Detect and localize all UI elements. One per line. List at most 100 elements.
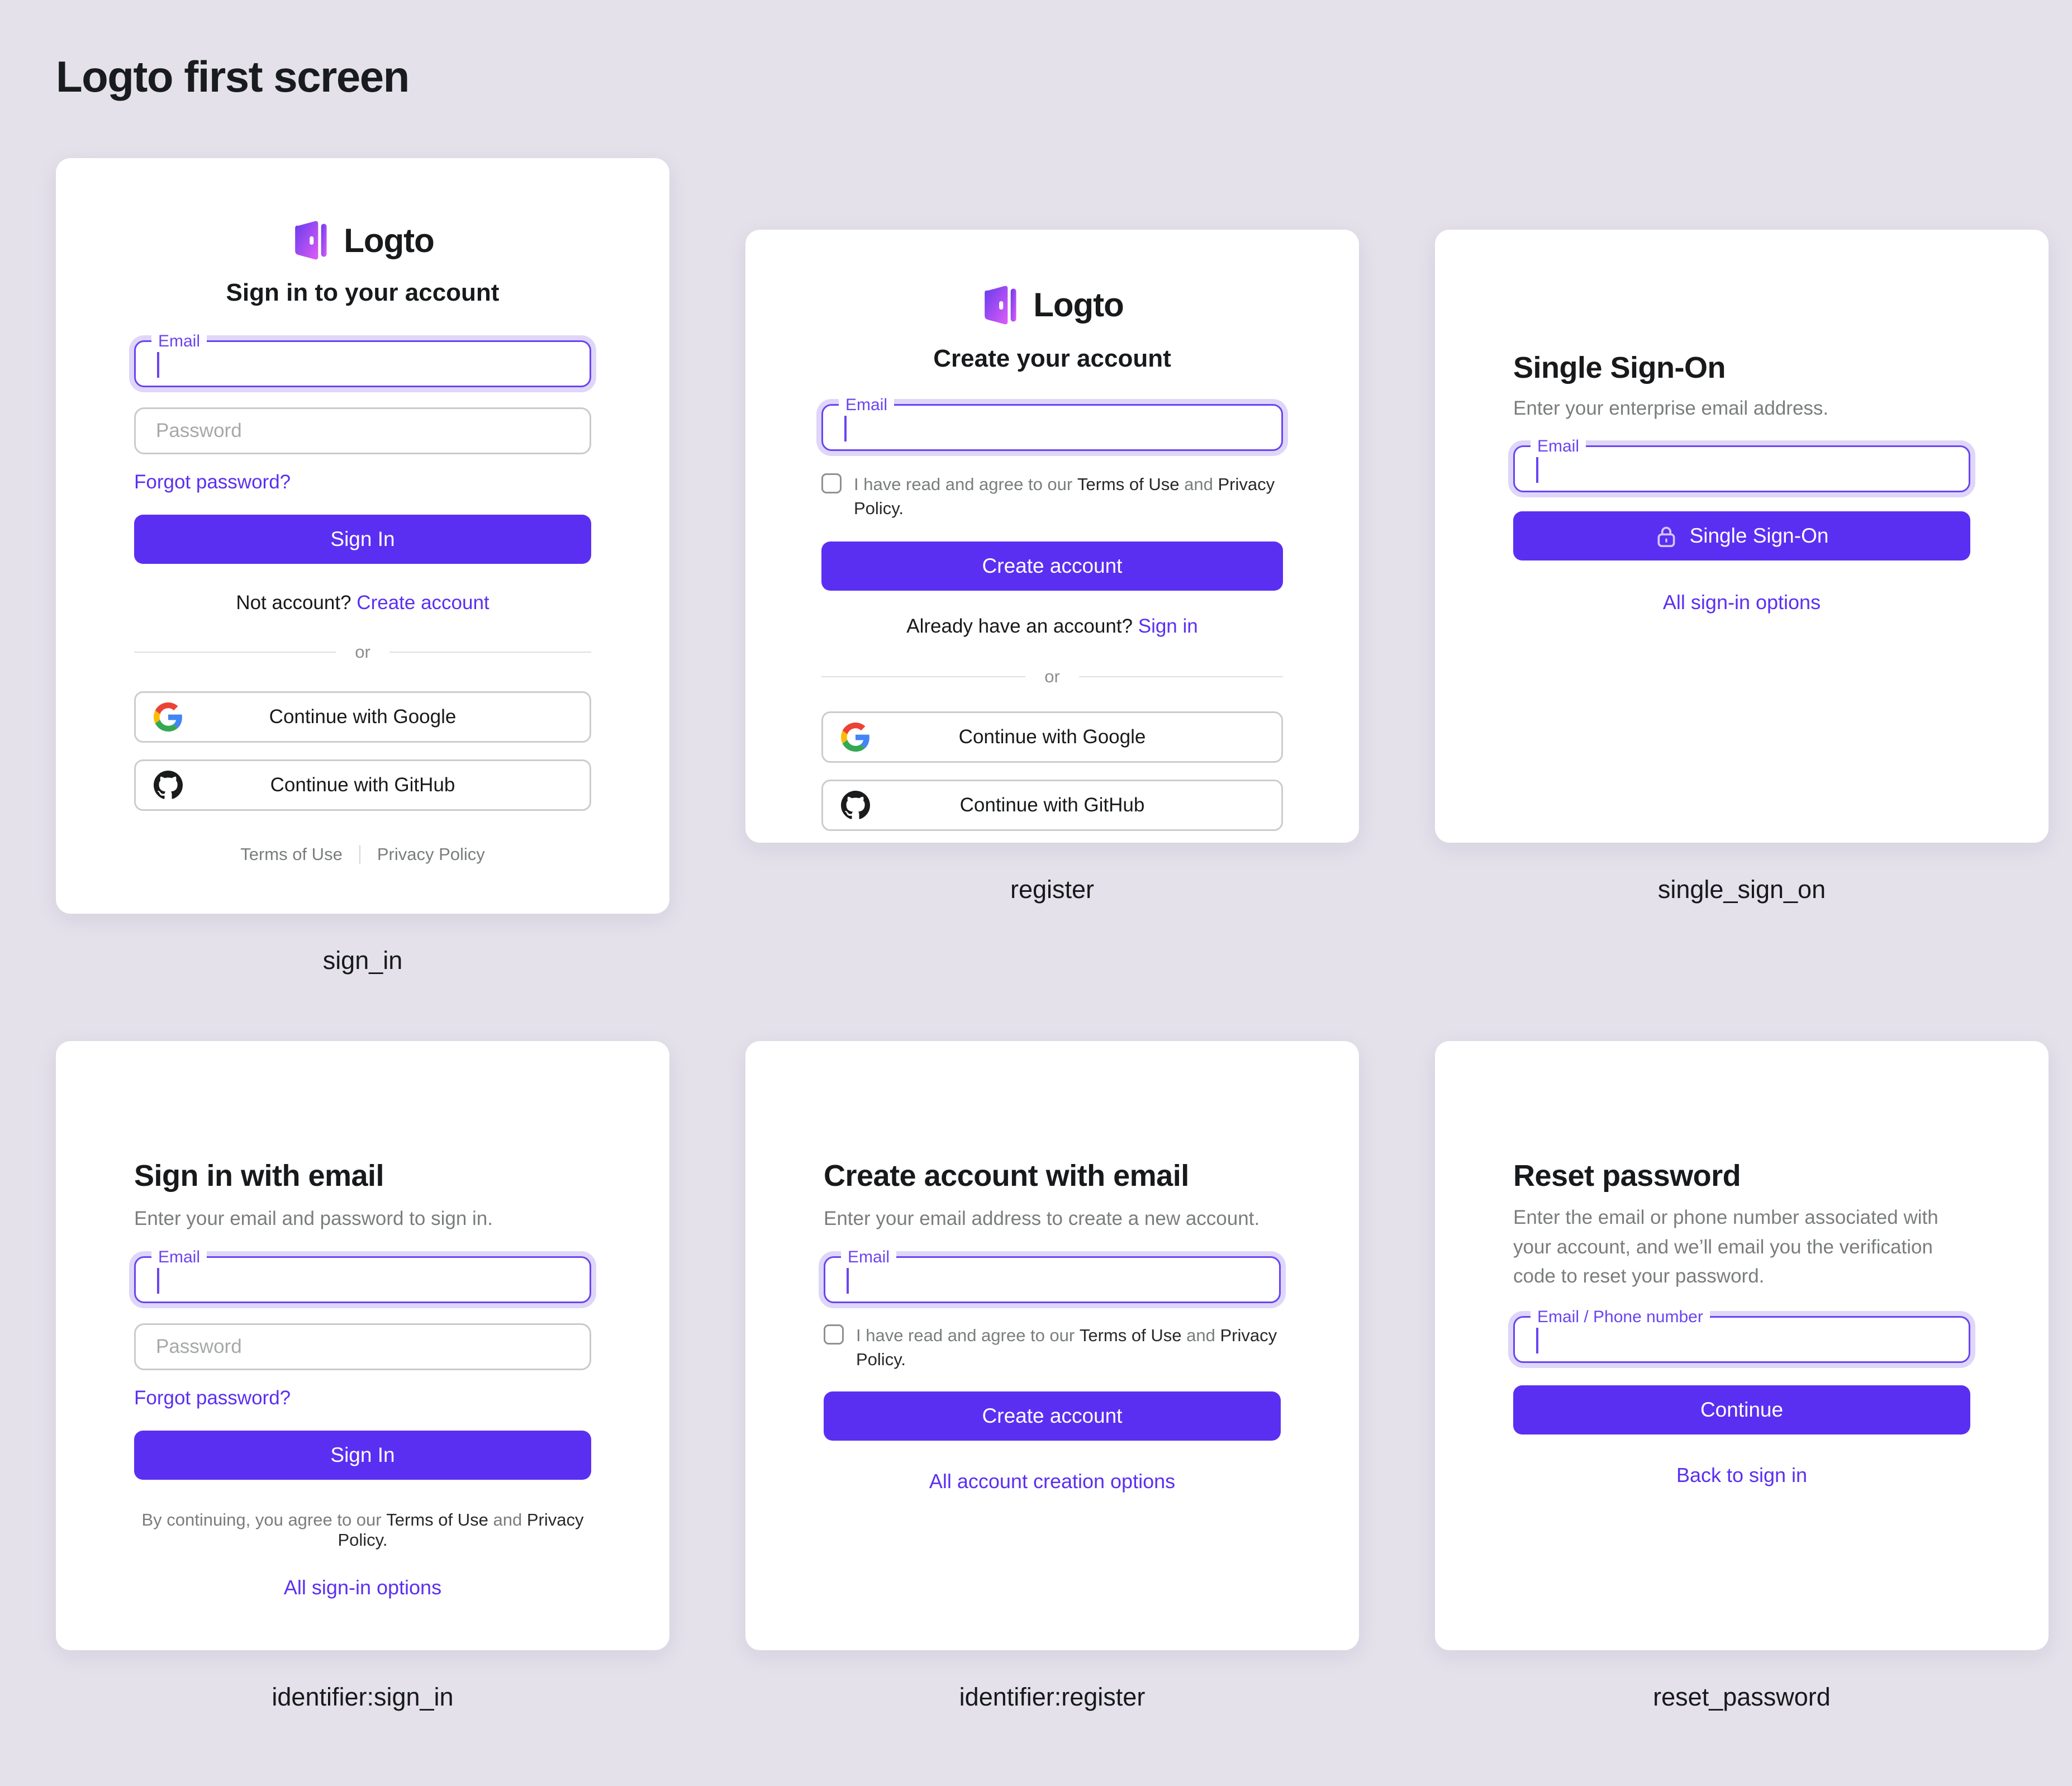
agreement-row: I have read and agree to our Terms of Us… [824,1323,1281,1372]
email-field[interactable]: Email [1513,436,1970,492]
password-field[interactable] [134,1323,591,1370]
terms-of-use-link[interactable]: Terms of Use [1077,474,1180,494]
card-label-identifier-sign-in: identifier:sign_in [272,1683,454,1711]
card-subtitle: Enter your enterprise email address. [1513,397,1829,419]
card-single-sign-on: Single Sign-On Enter your enterprise ema… [1435,229,2049,843]
text-cursor [157,1267,159,1294]
text-cursor [1536,457,1538,483]
page-title: Logto first screen [56,52,410,101]
have-account-text: Already have an account? [906,615,1133,638]
card-heading: Sign in to your account [226,279,500,306]
continue-with-google-button[interactable]: Continue with Google [134,691,591,743]
card-label-reset-password: reset_password [1653,1683,1831,1711]
google-icon [841,723,869,752]
sign-in-button[interactable]: Sign In [134,1430,591,1480]
privacy-policy-link[interactable]: Privacy Policy. [856,1325,1277,1369]
create-account-button[interactable]: Create account [824,1391,1281,1441]
card-heading: Single Sign-On [1513,350,1726,384]
sign-in-button[interactable]: Sign In [134,515,591,564]
no-account-text: Not account? [236,592,351,614]
agreement-text: I have read and agree to our Terms of Us… [856,1323,1281,1372]
agreement-checkbox[interactable] [824,1324,844,1345]
card-subtitle: Enter the email or phone number associat… [1513,1206,1938,1287]
privacy-policy-link[interactable]: Privacy Policy [377,844,485,864]
all-sign-in-options-link[interactable]: All sign-in options [1662,591,1821,614]
agreement-row: I have read and agree to our Terms of Us… [821,472,1283,521]
continue-with-github-button[interactable]: Continue with GitHub [821,780,1283,832]
card-label-identifier-register: identifier:register [959,1683,1146,1711]
card-identifier-sign-in: Sign in with email Enter your email and … [56,1041,669,1650]
email-field-label: Email [1531,436,1586,457]
card-heading: Reset password [1513,1159,1741,1193]
card-sign-in: Logto Sign in to your account Email Forg… [56,158,669,914]
create-account-button[interactable]: Create account [821,542,1283,591]
email-field[interactable]: Email [821,395,1283,451]
password-field[interactable] [134,407,591,454]
card-subtitle: Enter your email and password to sign in… [134,1208,493,1229]
google-button-label: Continue with Google [269,706,457,728]
switch-line: Already have an account? Sign in [821,615,1283,638]
agreement-prefix: I have read and agree to our [854,474,1073,494]
google-icon [154,702,182,732]
agreement-text: I have read and agree to our Terms of Us… [854,472,1283,521]
email-phone-field[interactable]: Email / Phone number [1513,1307,1970,1363]
card-identifier-register: Create account with email Enter your ema… [745,1041,1359,1650]
email-field[interactable]: Email [134,331,591,387]
text-cursor [157,352,159,378]
or-divider: or [821,667,1283,687]
github-button-label: Continue with GitHub [959,794,1145,816]
logto-logo-icon [295,221,327,260]
agreement-prefix: By continuing, you agree to our [141,1509,382,1530]
card-footer: Terms of Use Privacy Policy [134,844,591,864]
continue-button[interactable]: Continue [1513,1385,1970,1434]
sso-button-label: Single Sign-On [1689,524,1829,547]
card-heading: Create your account [933,344,1171,372]
email-field-label: Email [841,1247,897,1267]
forgot-password-link[interactable]: Forgot password? [134,1386,291,1409]
agreement-checkbox[interactable] [821,473,842,493]
github-icon [841,791,870,819]
text-cursor [847,1267,849,1294]
forgot-password-link[interactable]: Forgot password? [134,471,291,493]
continue-with-github-button[interactable]: Continue with GitHub [134,759,591,811]
privacy-policy-link[interactable]: Privacy Policy. [338,1509,584,1550]
single-sign-on-button[interactable]: Single Sign-On [1513,511,1970,560]
privacy-policy-link[interactable]: Privacy Policy. [854,474,1275,518]
terms-of-use-link[interactable]: Terms of Use [1079,1325,1182,1345]
text-cursor [844,415,847,441]
all-sign-in-options-link[interactable]: All sign-in options [283,1575,442,1599]
terms-of-use-link[interactable]: Terms of Use [240,844,343,864]
lock-icon [1657,526,1675,548]
google-button-label: Continue with Google [958,726,1146,748]
or-text: or [355,642,370,662]
email-field-label: Email [839,395,895,415]
github-icon [154,771,183,799]
card-heading: Sign in with email [134,1159,384,1193]
email-field[interactable]: Email [134,1247,591,1303]
logto-wordmark: Logto [1033,286,1124,324]
all-account-creation-options-link[interactable]: All account creation options [929,1470,1176,1493]
card-label-single-sign-on: single_sign_on [1657,875,1826,904]
agreement-and: and [1186,1325,1215,1345]
agreement-note: By continuing, you agree to our Terms of… [134,1510,591,1550]
logto-logo: Logto [134,217,591,263]
or-divider: or [134,642,591,662]
back-to-sign-in-link[interactable]: Back to sign in [1676,1463,1808,1486]
create-account-link[interactable]: Create account [357,592,490,614]
cards-row-2: Sign in with email Enter your email and … [0,1041,2072,1712]
email-phone-field-label: Email / Phone number [1531,1307,1710,1327]
logto-logo-icon [985,286,1016,324]
email-field[interactable]: Email [824,1247,1281,1303]
agreement-prefix: I have read and agree to our [856,1325,1075,1345]
sign-in-link[interactable]: Sign in [1138,615,1198,638]
email-field-label: Email [151,1247,207,1267]
or-text: or [1044,667,1060,687]
footer-separator [359,845,360,864]
card-subtitle: Enter your email address to create a new… [824,1208,1260,1229]
terms-of-use-link[interactable]: Terms of Use [386,1509,488,1530]
continue-with-google-button[interactable]: Continue with Google [821,711,1283,763]
card-label-sign-in: sign_in [322,946,403,975]
email-field-label: Email [151,331,207,352]
cards-row-1: Logto Sign in to your account Email Forg… [0,158,2072,975]
logto-wordmark: Logto [344,221,435,259]
